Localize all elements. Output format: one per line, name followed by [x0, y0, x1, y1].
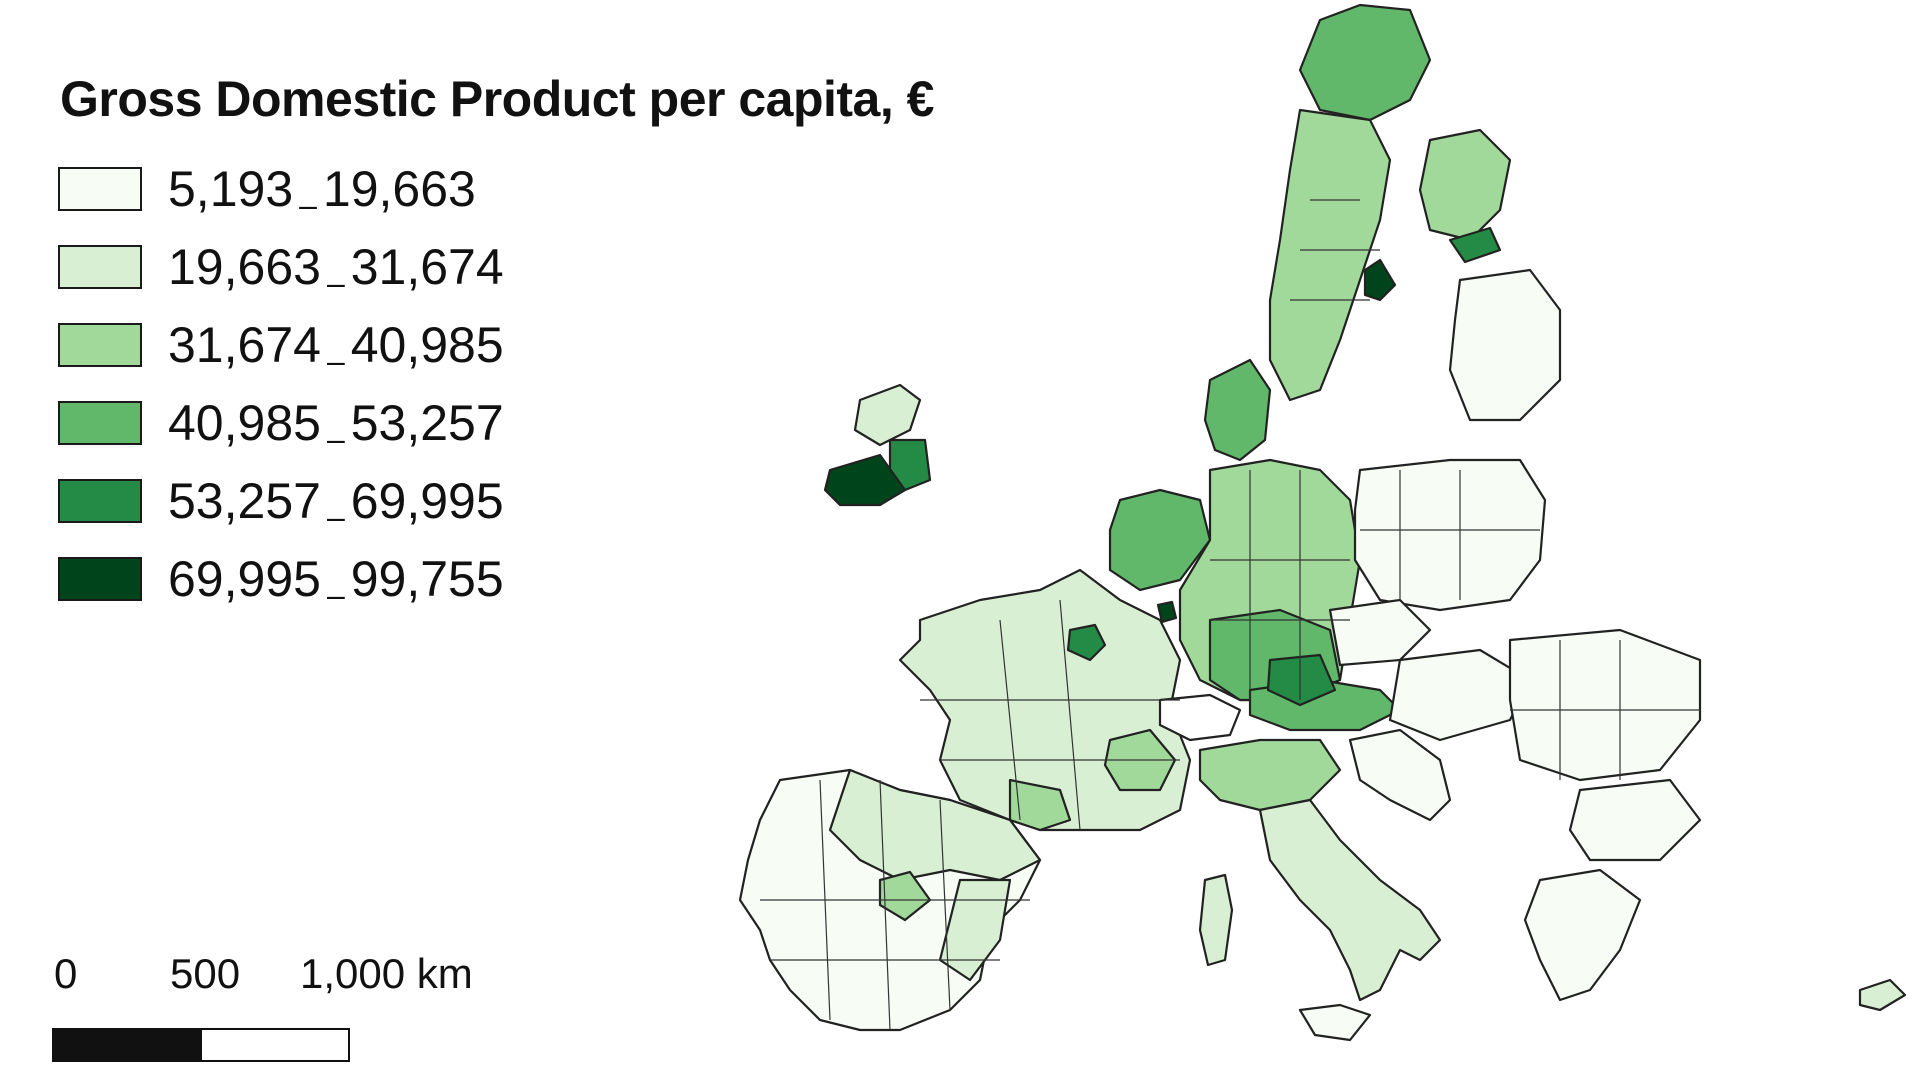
region-switzerland: [1158, 693, 1242, 742]
legend-range-separator: –: [326, 499, 345, 535]
region-baltics: [1448, 268, 1562, 422]
legend-range-separator: –: [326, 343, 345, 379]
region-ireland-east: [888, 438, 932, 492]
region-helsinki: [1448, 226, 1502, 264]
legend-item: 40,985–53,257: [58, 384, 504, 462]
region-croatia: [1348, 728, 1452, 822]
region-ile-de-france: [1066, 623, 1107, 662]
region-sardinia: [1198, 873, 1234, 967]
legend: 5,193–19,663 19,663–31,674 31,674–40,985…: [58, 150, 504, 618]
region-benelux: [1108, 488, 1212, 592]
legend-range-from: 19,663: [168, 239, 321, 295]
legend-range-from: 5,193: [168, 161, 294, 217]
legend-item: 53,257–69,995: [58, 462, 504, 540]
legend-swatch: [58, 245, 142, 289]
region-ireland-south: [823, 453, 907, 507]
legend-swatch: [58, 167, 142, 211]
legend-range-from: 69,995: [168, 551, 321, 607]
scale-label-0: 0: [54, 950, 78, 997]
region-spain-east: [938, 878, 1012, 982]
region-luxembourg: [1156, 600, 1178, 624]
legend-swatch: [58, 323, 142, 367]
legend-range-separator: –: [299, 187, 317, 223]
legend-range-separator: –: [326, 265, 345, 301]
legend-swatch: [58, 557, 142, 601]
region-sweden: [1268, 108, 1392, 402]
legend-swatch: [58, 479, 142, 523]
region-ireland-north: [853, 383, 922, 447]
legend-range-from: 53,257: [168, 473, 321, 529]
region-finland: [1418, 128, 1512, 242]
scale-label-1000-km: 1,000 km: [300, 950, 473, 997]
legend-range-to: 40,985: [350, 317, 504, 373]
region-stockholm: [1363, 258, 1397, 302]
legend-range-separator: –: [326, 577, 345, 613]
region-slovakia-hungary: [1388, 648, 1532, 742]
scale-bar-segment-filled: [52, 1028, 202, 1062]
region-north-italy: [1198, 738, 1342, 812]
legend-item: 19,663–31,674: [58, 228, 504, 306]
scale-bar: 0 500 1,000 km: [52, 950, 473, 1062]
legend-range-to: 31,674: [350, 239, 504, 295]
scale-label-500: 500: [170, 950, 241, 997]
region-poland: [1353, 458, 1547, 612]
legend-item: 69,995–99,755: [58, 540, 504, 618]
region-greece: [1523, 868, 1642, 1002]
region-upper-bavaria: [1266, 653, 1337, 707]
legend-range-to: 99,755: [350, 551, 504, 607]
region-bulgaria: [1568, 778, 1702, 862]
legend-swatch: [58, 401, 142, 445]
region-cyprus: [1858, 978, 1907, 1012]
region-romania: [1508, 628, 1702, 782]
legend-range-separator: –: [326, 421, 345, 457]
map-title: Gross Domestic Product per capita, €: [60, 71, 934, 127]
region-italy-peninsula: [1258, 798, 1442, 1002]
legend-range-to: 53,257: [350, 395, 504, 451]
region-north-sweden: [1298, 3, 1432, 122]
legend-range-to: 69,995: [350, 473, 504, 529]
region-madrid: [878, 870, 932, 922]
region-midi: [1008, 778, 1072, 832]
legend-item: 5,193–19,663: [58, 150, 504, 228]
legend-range-from: 31,674: [168, 317, 321, 373]
region-denmark: [1203, 358, 1272, 462]
region-sicily: [1298, 1003, 1372, 1042]
legend-item: 31,674–40,985: [58, 306, 504, 384]
legend-range-from: 40,985: [168, 395, 321, 451]
legend-range-to: 19,663: [322, 161, 476, 217]
scale-bar-segment-empty: [199, 1028, 350, 1062]
region-czechia: [1328, 598, 1432, 667]
